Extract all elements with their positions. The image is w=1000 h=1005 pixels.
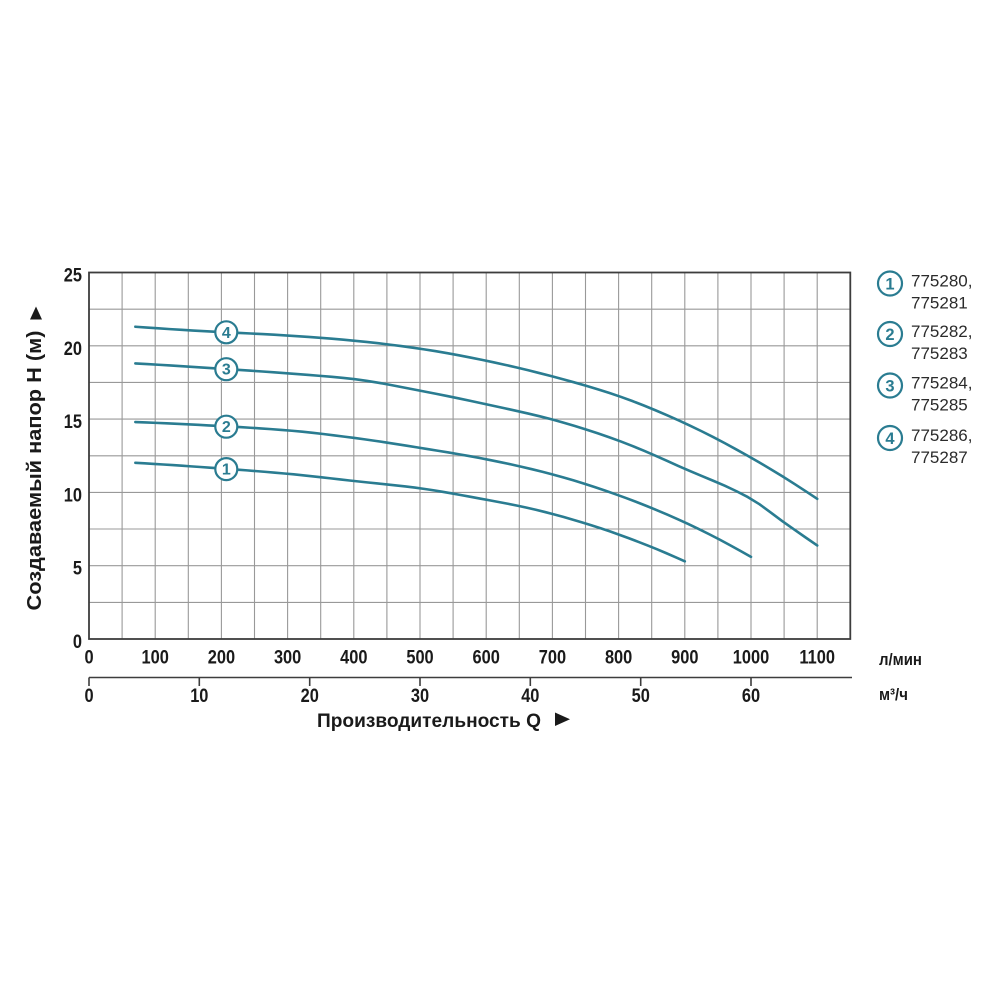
svg-text:775283: 775283 (911, 344, 968, 363)
svg-text:800: 800 (605, 646, 632, 668)
svg-text:500: 500 (406, 646, 433, 668)
svg-text:0: 0 (73, 631, 82, 653)
svg-text:Создаваемый напор Н (м): Создаваемый напор Н (м) (23, 331, 46, 611)
svg-text:775281: 775281 (911, 294, 968, 313)
svg-text:300: 300 (274, 646, 301, 668)
svg-text:600: 600 (473, 646, 500, 668)
svg-text:775284,: 775284, (911, 374, 972, 393)
svg-text:10: 10 (190, 685, 208, 707)
svg-text:20: 20 (301, 685, 319, 707)
svg-text:900: 900 (671, 646, 698, 668)
svg-text:400: 400 (340, 646, 367, 668)
svg-text:1100: 1100 (799, 646, 835, 668)
svg-text:40: 40 (521, 685, 539, 707)
svg-text:3: 3 (222, 362, 231, 379)
svg-text:4: 4 (885, 430, 895, 448)
svg-text:700: 700 (539, 646, 566, 668)
svg-text:100: 100 (142, 646, 169, 668)
svg-text:10: 10 (64, 484, 82, 506)
svg-text:2: 2 (222, 419, 231, 436)
svg-text:1000: 1000 (733, 646, 769, 668)
svg-text:775286,: 775286, (911, 426, 972, 445)
svg-text:3: 3 (885, 378, 894, 396)
svg-text:1: 1 (222, 462, 231, 479)
svg-text:30: 30 (411, 685, 429, 707)
svg-text:60: 60 (742, 685, 760, 707)
svg-text:0: 0 (84, 646, 93, 668)
svg-text:15: 15 (64, 411, 82, 433)
svg-text:775282,: 775282, (911, 322, 972, 341)
svg-text:0: 0 (84, 685, 93, 707)
svg-text:20: 20 (64, 337, 82, 359)
svg-text:4: 4 (222, 325, 231, 342)
svg-text:200: 200 (208, 646, 235, 668)
svg-text:775285: 775285 (911, 396, 968, 415)
svg-text:1: 1 (885, 276, 894, 294)
svg-text:25: 25 (64, 264, 82, 286)
svg-text:5: 5 (73, 557, 82, 579)
svg-text:775280,: 775280, (911, 272, 972, 291)
svg-text:м³/ч: м³/ч (879, 686, 908, 704)
svg-text:л/мин: л/мин (879, 651, 922, 669)
svg-text:2: 2 (885, 326, 894, 344)
svg-text:775287: 775287 (911, 448, 968, 467)
svg-text:50: 50 (632, 685, 650, 707)
svg-text:Производительность Q: Производительность Q (317, 711, 541, 732)
